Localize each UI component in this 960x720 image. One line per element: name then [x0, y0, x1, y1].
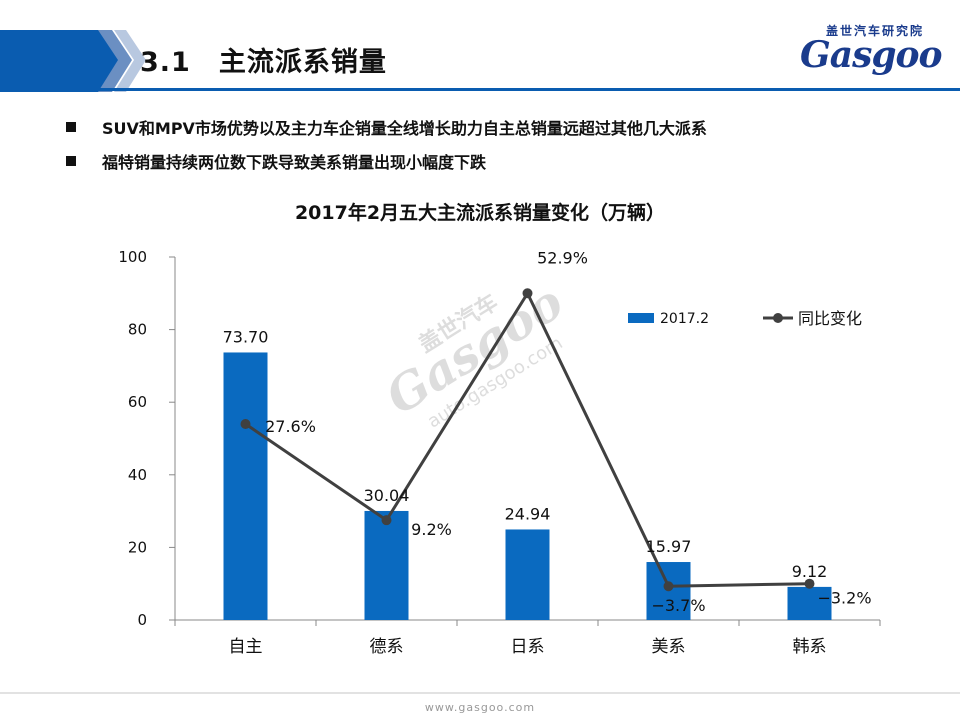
y-tick-label: 80 — [128, 321, 147, 339]
bullet-item: 福特销量持续两位数下跌导致美系销量出现小幅度下跌 — [66, 144, 707, 178]
y-tick-label: 40 — [128, 466, 147, 484]
yoy-point-韩系 — [804, 578, 815, 589]
bar-value-label: 73.70 — [223, 327, 269, 346]
bar-自主 — [223, 352, 268, 620]
chart-title: 2017年2月五大主流派系销量变化（万辆） — [294, 202, 666, 224]
bullet-square-icon — [66, 156, 76, 166]
y-tick-label: 20 — [128, 538, 147, 556]
section-title: 3.1 主流派系销量 — [140, 47, 387, 78]
header-banner-shape — [0, 30, 960, 92]
bar-value-label: 9.12 — [792, 562, 828, 581]
bar-value-label: 24.94 — [505, 504, 551, 523]
legend-line-label: 同比变化 — [798, 309, 862, 328]
yoy-value-label: 52.9% — [537, 248, 588, 267]
x-tick-label: 韩系 — [793, 637, 827, 657]
bar-value-label: 15.97 — [646, 537, 692, 556]
line-series — [240, 288, 815, 592]
data-labels: 73.70 30.04 24.94 15.97 9.12 27.6% 9.2% 52.9% −3… — [223, 248, 872, 615]
footer-url: www.gasgoo.com — [424, 701, 536, 714]
chart-legend: 2017.2 同比变化 — [628, 309, 862, 328]
bullet-text: 福特销量持续两位数下跌导致美系销量出现小幅度下跌 — [102, 153, 487, 172]
y-tick-label: 60 — [128, 393, 147, 411]
x-tick-label: 德系 — [370, 637, 404, 657]
yoy-point-自主 — [240, 418, 251, 429]
yoy-point-德系 — [381, 515, 392, 526]
legend-bar-label: 2017.2 — [660, 311, 709, 327]
legend-bar-swatch — [628, 313, 654, 323]
chart-axes: 0 20 40 60 80 100 自主 德系 日系 美系 韩系 — [118, 248, 881, 657]
bar-德系 — [364, 510, 409, 620]
gasgoo-logo: Gasgoo — [800, 34, 943, 76]
y-tick-label: 100 — [118, 248, 147, 266]
logo-cn-text: 盖世汽车研究院 — [826, 24, 925, 38]
x-tick-label: 美系 — [652, 637, 686, 657]
yoy-point-美系 — [663, 581, 674, 592]
footer-divider — [0, 692, 960, 694]
y-tick-label: 0 — [137, 611, 147, 629]
bar-value-label: 30.04 — [364, 486, 410, 505]
bullet-item: SUV和MPV市场优势以及主力车企销量全线增长助力自主总销量远超过其他几大派系 — [66, 110, 707, 144]
bar-series — [223, 352, 832, 620]
bullet-text: SUV和MPV市场优势以及主力车企销量全线增长助力自主总销量远超过其他几大派系 — [102, 119, 707, 138]
bar-日系 — [505, 529, 550, 620]
yoy-value-label: 9.2% — [411, 520, 452, 539]
yoy-point-日系 — [522, 288, 533, 299]
legend-line-marker — [773, 313, 783, 323]
x-tick-label: 自主 — [229, 637, 263, 657]
yoy-value-label: −3.7% — [651, 596, 705, 615]
bullet-square-icon — [66, 122, 76, 132]
bar-韩系 — [787, 586, 832, 620]
watermark: 盖世汽车 Gasgoo auto.gasgoo.com — [377, 274, 574, 433]
bullet-list: SUV和MPV市场优势以及主力车企销量全线增长助力自主总销量远超过其他几大派系 … — [66, 110, 707, 178]
yoy-value-label: −3.2% — [817, 589, 871, 608]
header-banner: 3.1 主流派系销量 盖世汽车研究院 Gasgoo — [0, 0, 960, 92]
x-tick-label: 日系 — [511, 637, 545, 657]
yoy-value-label: 27.6% — [265, 417, 316, 436]
